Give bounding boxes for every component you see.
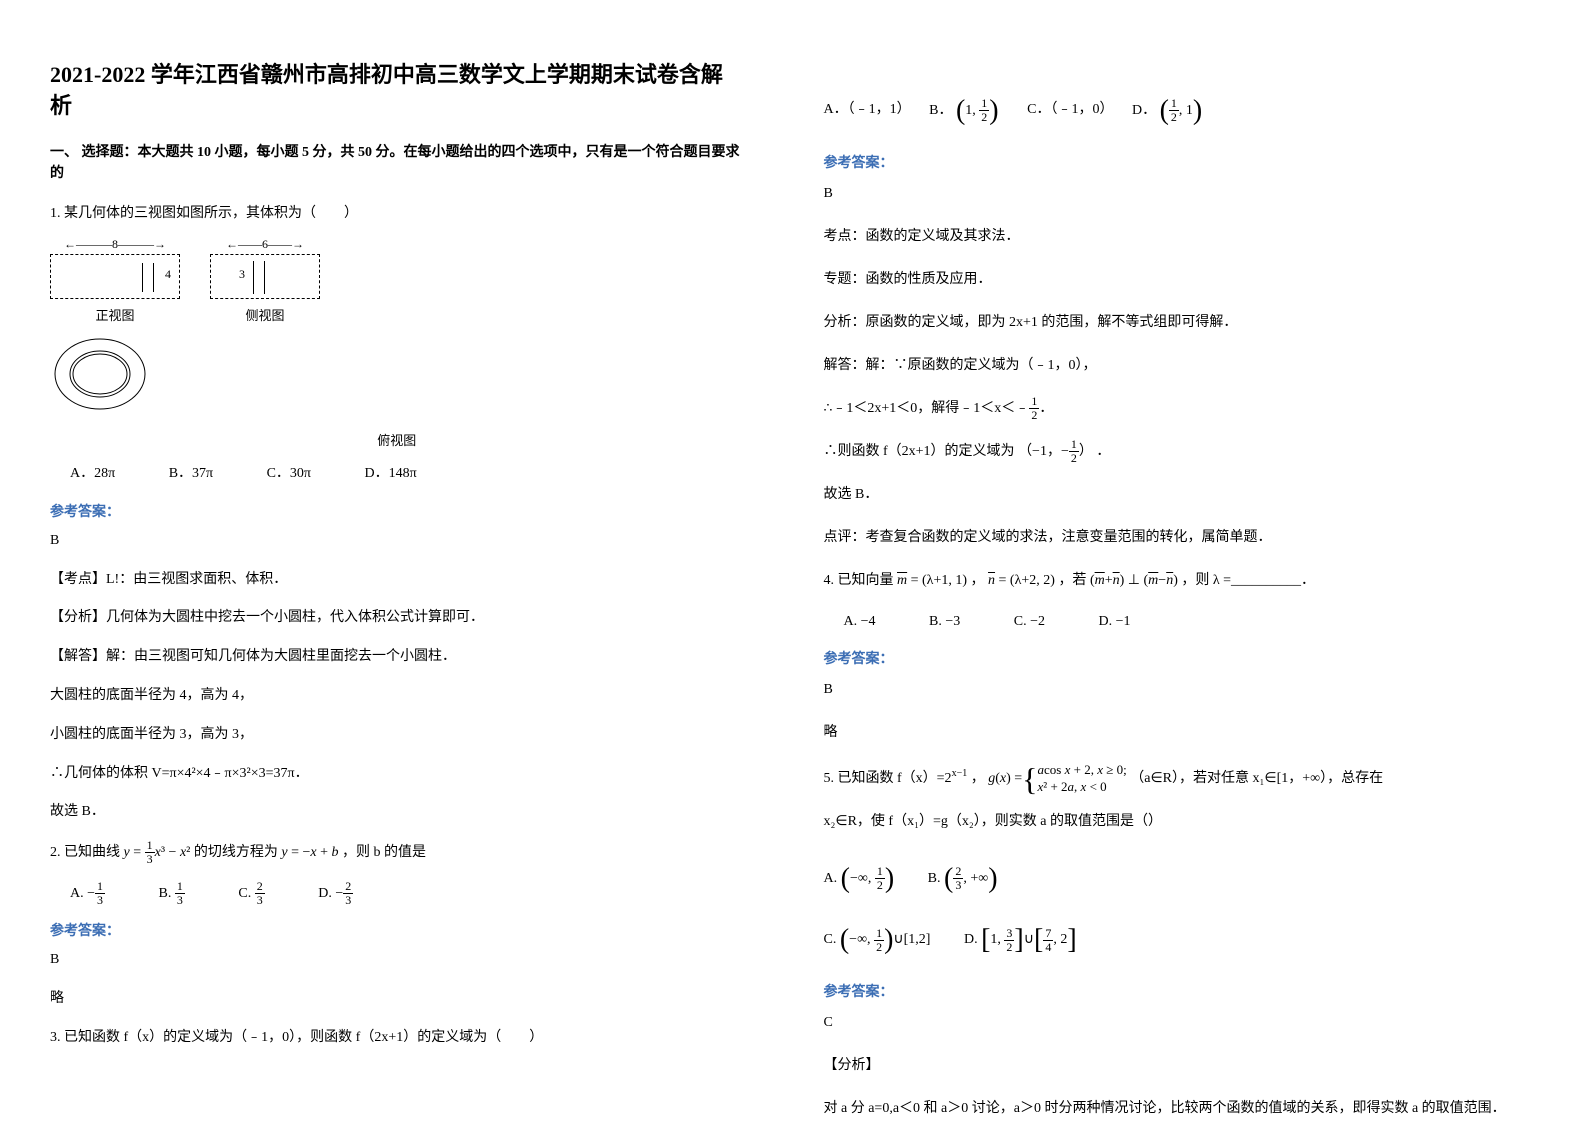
q2-optC: C. — [238, 886, 251, 901]
q1-jieda3: 小圆柱的底面半径为 3，高为 3， — [50, 723, 744, 747]
q2-prefix: 2. 已知曲线 — [50, 845, 120, 860]
question-5-line2: x₂∈R，使 f（x₁）=g（x₂），则实数 a 的取值范围是（） — [824, 808, 1538, 836]
question-4: 4. 已知向量 m = (λ+1, 1) ， n = (λ+2, 2) ，若 (… — [824, 567, 1538, 595]
q3-dianping: 点评：考查复合函数的定义域的求法，注意变量范围的转化，属简单题． — [824, 524, 1538, 552]
q1-answer: B — [50, 529, 744, 553]
question-5: 5. 已知函数 f（x）=2x−1 ， g(x) = { acos x + 2,… — [824, 762, 1538, 796]
q2-suffix: ，则 b 的值是 — [342, 845, 426, 860]
q3-answer-label: 参考答案： — [824, 152, 1538, 172]
section-heading: 一、 选择题：本大题共 10 小题，每小题 5 分，共 50 分。在每小题给出的… — [50, 142, 744, 184]
page-title: 2021-2022 学年江西省赣州市高排初中高三数学文上学期期末试卷含解析 — [50, 60, 744, 122]
q5-optA: A. — [824, 871, 838, 886]
q1-fenxi: 【分析】几何体为大圆柱中挖去一个小圆柱，代入体积公式计算即可． — [50, 606, 744, 630]
q4-lue: 略 — [824, 719, 1538, 747]
q2-answer: B — [50, 948, 744, 972]
dim-side-width: 6 — [262, 237, 268, 251]
q4-optD: D. −1 — [1098, 607, 1130, 638]
q2-optD: D. — [318, 886, 332, 901]
q3-fenxi: 分析：原函数的定义域，即为 2x+1 的范围，解不等式组即可得解． — [824, 309, 1538, 337]
dim-main-width: 8 — [112, 237, 118, 251]
q1-answer-label: 参考答案： — [50, 501, 744, 521]
q5-optB: B. — [928, 871, 941, 886]
q5-answer: C — [824, 1009, 1538, 1037]
q5-options: A. (−∞, 12) B. (23, +∞) C. (−∞, 12)∪[1,2… — [824, 848, 1538, 971]
q4-optC: C. −2 — [1014, 607, 1045, 638]
q1-kaodian: 【考点】L!：由三视图求面积、体积． — [50, 568, 744, 592]
dim-side-height: 3 — [239, 267, 245, 282]
q3-jieda4: 故选 B． — [824, 481, 1538, 509]
q5-fenxi-label: 【分析】 — [824, 1052, 1538, 1080]
q5-fenxi: 对 a 分 a=0,a＜0 和 a＞0 讨论，a＞0 时分两种情况讨论，比较两个… — [824, 1095, 1538, 1123]
q3-optB: B． — [929, 103, 952, 118]
q5-optC: C. — [824, 932, 837, 947]
q4-optA: A. −4 — [844, 607, 876, 638]
q4-optB: B. −3 — [929, 607, 960, 638]
q5-answer-label: 参考答案： — [824, 981, 1538, 1001]
question-1: 1. 某几何体的三视图如图所示，其体积为（ ） — [50, 202, 744, 226]
q3-zhuanti: 专题：函数的性质及应用． — [824, 266, 1538, 294]
q1-optD: D．148π — [365, 459, 417, 490]
side-view-label: 侧视图 — [210, 305, 320, 324]
q1-options: A．28π B．37π C．30π D．148π — [70, 459, 744, 490]
q1-optB: B．37π — [169, 459, 213, 490]
q3-answer: B — [824, 180, 1538, 208]
question-3: 3. 已知函数 f（x）的定义域为（﹣1，0），则函数 f（2x+1）的定义域为… — [50, 1026, 744, 1050]
q3-jieda3: ∴则函数 f（2x+1）的定义域为 （−1，−12） ． — [824, 438, 1538, 466]
q1-optA: A．28π — [70, 459, 115, 490]
q2-lue: 略 — [50, 987, 744, 1011]
q3-kaodian: 考点：函数的定义域及其求法． — [824, 223, 1538, 251]
q1-jieda5: 故选 B． — [50, 800, 744, 824]
q2-optB: B. — [159, 886, 172, 901]
q1-optC: C．30π — [267, 459, 311, 490]
q2-mid: 的切线方程为 — [194, 845, 278, 860]
q1-jieda4: ∴几何体的体积 V=π×4²×4﹣π×3²×3=37π． — [50, 762, 744, 786]
figure-three-views: ←———8———→ 4 正视图 ←——6——→ 3 侧视图 — [50, 237, 744, 449]
top-view-svg — [50, 334, 150, 424]
q4-answer: B — [824, 676, 1538, 704]
top-view-label: 俯视图 — [50, 430, 744, 449]
q2-answer-label: 参考答案： — [50, 920, 744, 940]
q2-optA: A. — [70, 886, 84, 901]
q1-jieda2: 大圆柱的底面半径为 4，高为 4， — [50, 684, 744, 708]
q3-options: A．（﹣1，1） B． (1, 12) C．（﹣1，0） D． (12, 1) — [824, 80, 1538, 142]
q4-options: A. −4 B. −3 C. −2 D. −1 — [844, 607, 1538, 638]
q3-jieda2: ∴﹣1＜2x+1＜0，解得﹣1＜x＜﹣12． — [824, 395, 1538, 423]
q2-options: A. −13 B. 13 C. 23 D. −23 — [70, 879, 744, 910]
q5-optD: D. — [964, 932, 978, 947]
main-view-label: 正视图 — [50, 305, 180, 324]
q3-optD: D． — [1132, 103, 1156, 118]
q1-jieda1: 【解答】解：由三视图可知几何体为大圆柱里面挖去一个小圆柱． — [50, 645, 744, 669]
q4-answer-label: 参考答案： — [824, 648, 1538, 668]
question-2: 2. 已知曲线 y = 13x³ − x² 的切线方程为 y = −x + b … — [50, 839, 744, 866]
q3-optA: A．（﹣1，1） — [824, 95, 911, 126]
dim-main-height: 4 — [165, 267, 171, 282]
q3-optC: C．（﹣1，0） — [1027, 95, 1113, 126]
q3-jieda1: 解答：解：∵原函数的定义域为（﹣1，0）， — [824, 352, 1538, 380]
